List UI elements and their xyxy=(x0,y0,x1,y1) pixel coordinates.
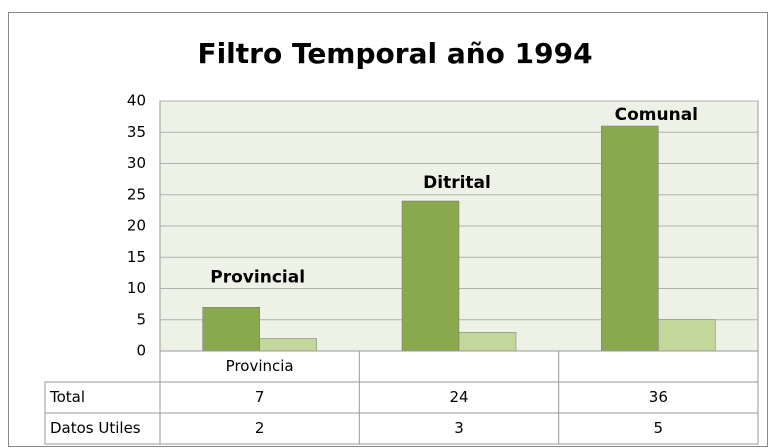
chart-title: Filtro Temporal año 1994 xyxy=(197,37,592,70)
bar xyxy=(202,307,260,352)
y-tick-label: 0 xyxy=(136,342,146,360)
y-tick-label: 40 xyxy=(127,92,146,110)
bar xyxy=(658,319,716,352)
bar xyxy=(259,338,317,352)
annotation: Ditrital xyxy=(423,173,491,193)
legend-label: Total xyxy=(49,388,85,406)
table-value: 24 xyxy=(449,388,468,406)
annotation: Comunal xyxy=(615,105,698,125)
y-tick-label: 30 xyxy=(127,154,146,172)
bar xyxy=(601,125,659,352)
table-value: 5 xyxy=(654,419,664,437)
table-value: 7 xyxy=(255,388,265,406)
y-tick-label: 5 xyxy=(136,310,146,328)
bar xyxy=(401,200,460,352)
bar xyxy=(458,332,517,352)
annotation: Provincial xyxy=(210,267,305,287)
legend-label: Datos Utiles xyxy=(50,419,141,437)
y-tick-label: 15 xyxy=(127,248,146,266)
table-value: 36 xyxy=(649,388,668,406)
y-tick-label: 10 xyxy=(127,279,146,297)
table-value: 2 xyxy=(255,419,265,437)
y-tick-label: 35 xyxy=(127,123,146,141)
y-tick-label: 20 xyxy=(127,217,146,235)
y-tick-label: 25 xyxy=(127,185,146,203)
x-tick-label: Provincia xyxy=(226,357,294,375)
table-value: 3 xyxy=(454,419,464,437)
